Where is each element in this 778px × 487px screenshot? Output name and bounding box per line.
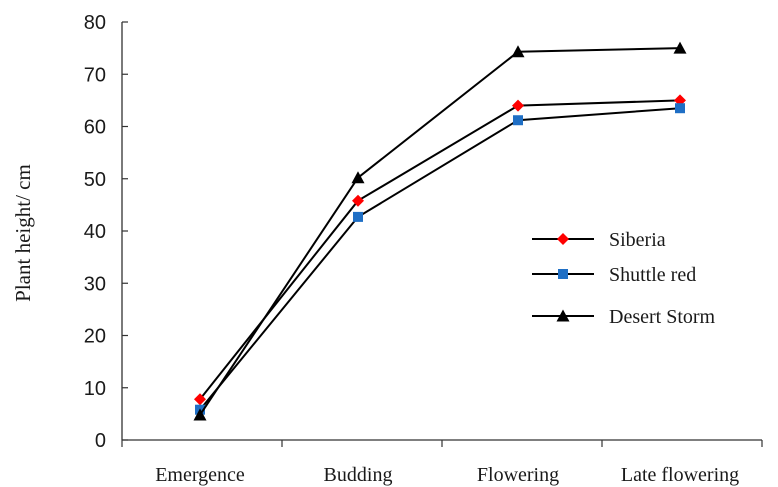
legend-marker xyxy=(556,309,570,322)
y-tick-label: 60 xyxy=(84,117,106,139)
data-point xyxy=(351,171,365,184)
legend-label: Siberia xyxy=(609,229,666,251)
x-tick-label: Late flowering xyxy=(621,464,739,486)
data-point xyxy=(675,103,685,114)
x-axis-ticks: Emergence Budding Flowering Late flowering xyxy=(121,440,763,486)
series-desert-storm xyxy=(193,41,687,421)
y-tick-label: 30 xyxy=(84,273,106,295)
x-tick-label: Flowering xyxy=(477,464,559,486)
legend-label: Desert Storm xyxy=(609,306,716,328)
legend-item: Shuttle red xyxy=(532,264,696,286)
data-point xyxy=(513,115,523,126)
data-point xyxy=(193,408,207,421)
y-tick-label: 40 xyxy=(84,221,106,243)
legend-label: Shuttle red xyxy=(609,264,696,286)
series-line xyxy=(199,99,681,400)
y-tick-label: 10 xyxy=(84,378,106,400)
x-tick-label: Budding xyxy=(324,464,393,486)
data-point xyxy=(194,393,206,406)
data-point xyxy=(511,45,525,58)
data-point xyxy=(512,99,524,112)
series-line xyxy=(199,107,681,411)
y-axis-title: Plant height/ cm xyxy=(11,164,35,302)
y-tick-label: 20 xyxy=(84,326,106,348)
data-point xyxy=(352,194,364,207)
legend-item: Siberia xyxy=(532,229,666,251)
x-tick-label: Emergence xyxy=(155,464,245,486)
series-line xyxy=(199,47,681,416)
series-group xyxy=(193,41,687,421)
y-tick-label: 80 xyxy=(84,12,106,34)
data-point xyxy=(353,211,363,222)
legend-marker xyxy=(558,269,568,279)
y-axis-ticks: 0 10 20 30 40 50 60 70 80 xyxy=(84,12,128,452)
y-tick-label: 70 xyxy=(84,64,106,86)
series-shuttle-red xyxy=(195,103,685,415)
data-point xyxy=(673,41,687,54)
y-tick-label: 0 xyxy=(95,430,106,452)
legend-item: Desert Storm xyxy=(532,306,716,328)
legend-marker xyxy=(557,233,569,245)
y-tick-label: 50 xyxy=(84,169,106,191)
legend: Siberia Shuttle red Desert Storm xyxy=(532,229,716,328)
